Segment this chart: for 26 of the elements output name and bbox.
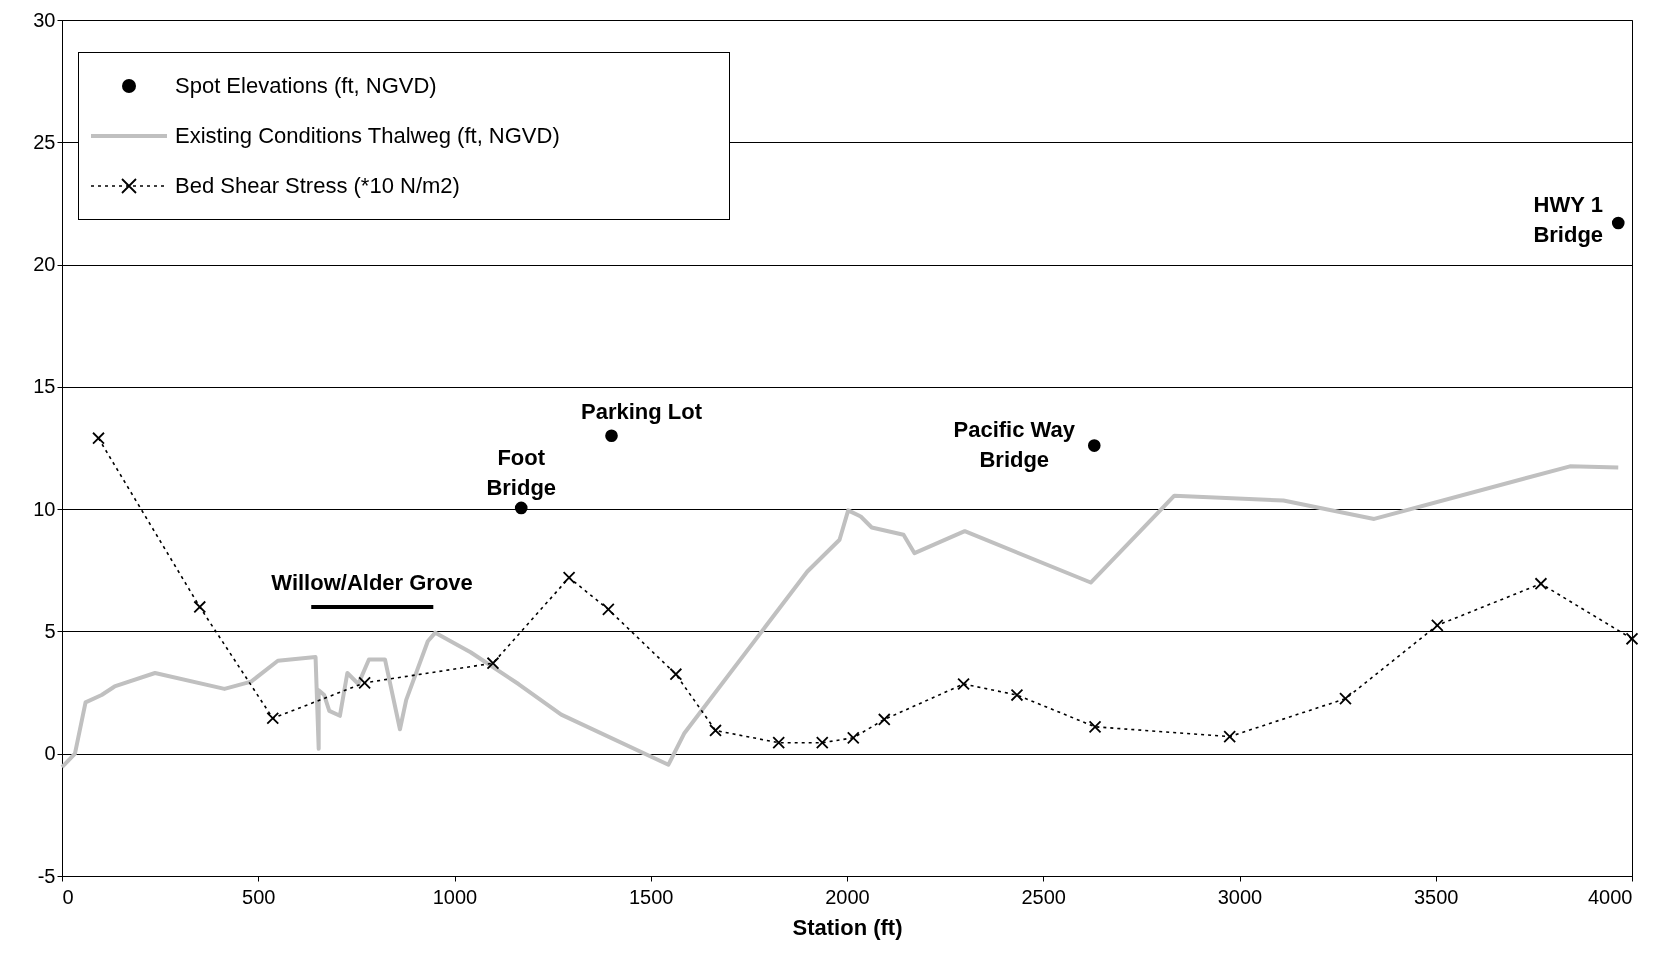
legend-label: Bed Shear Stress (*10 N/m2) (175, 173, 460, 199)
annotation: Willow/Alder Grove (271, 569, 473, 595)
y-tick-label: -5 (37, 864, 56, 887)
y-tick-label: 0 (44, 742, 56, 765)
y-tick-label: 30 (33, 8, 56, 31)
x-axis-title: Station (ft) (792, 914, 903, 940)
annotation: Foot Bridge (486, 444, 557, 500)
x-tick-label: 0 (62, 885, 74, 908)
annotation: Parking Lot (580, 398, 703, 424)
legend-label: Existing Conditions Thalweg (ft, NGVD) (175, 123, 560, 149)
x-tick-label: 3000 (1217, 885, 1263, 908)
annotation: HWY 1 Bridge (1533, 191, 1604, 247)
x-tick-label: 3500 (1414, 885, 1459, 908)
y-tick-label: 15 (33, 375, 56, 398)
y-tick-label: 10 (33, 497, 56, 520)
x-tick-label: 1000 (432, 885, 478, 908)
y-tick-label: 25 (33, 130, 56, 153)
x-tick-label: 2500 (1021, 885, 1066, 908)
x-tick-label: 4000 (1588, 885, 1633, 908)
y-tick-label: 20 (33, 253, 56, 276)
annotation: Pacific Way Bridge (953, 416, 1076, 472)
legend-label: Spot Elevations (ft, NGVD) (175, 73, 437, 99)
x-tick-label: 2000 (825, 885, 870, 908)
x-tick-label: 1500 (629, 885, 674, 908)
y-tick-label: 5 (44, 619, 56, 642)
x-tick-label: 500 (242, 885, 276, 908)
